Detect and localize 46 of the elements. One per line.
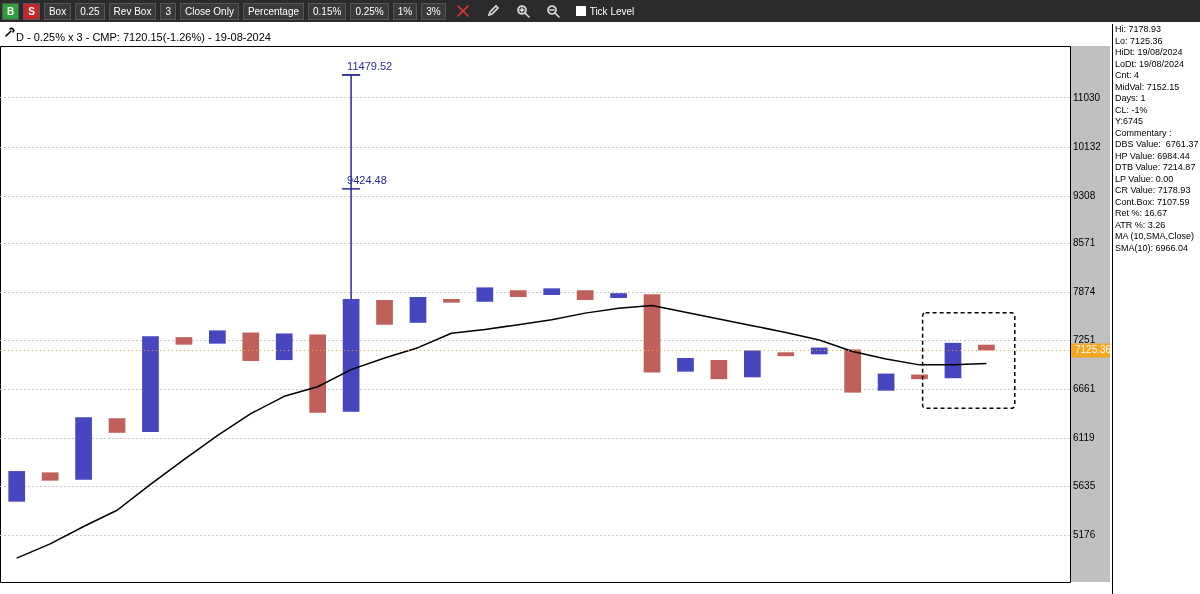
text: 1%	[392, 2, 418, 20]
y-tick-label: 5176	[1073, 528, 1096, 540]
ref-line-label: 7125.36	[1075, 344, 1112, 356]
text: Box	[43, 2, 72, 20]
y-tick-label: 6661	[1073, 383, 1096, 395]
text: HiDt: 19/08/2024	[1115, 47, 1184, 59]
text: Close Only	[179, 2, 239, 20]
text: B	[2, 2, 20, 20]
text: DBS Value: 6761.37	[1115, 139, 1200, 151]
text: Days: 1	[1115, 93, 1147, 105]
text: ATR %: 3.26	[1115, 219, 1167, 231]
text: 3%	[421, 2, 446, 20]
y-tick-label: 8571	[1073, 237, 1096, 249]
text: Ret %: 16.67	[1115, 208, 1169, 220]
text: 3	[160, 2, 176, 20]
y-tick-label: 7874	[1073, 286, 1096, 298]
text: Cnt: 4	[1115, 70, 1140, 82]
y-tick-label: 6119	[1073, 432, 1095, 444]
text: CL: -1%	[1115, 104, 1149, 116]
text: CR Value: 7178.93	[1115, 185, 1192, 197]
text: LoDt: 19/08/2024	[1115, 58, 1186, 70]
text: Rev Box	[108, 2, 157, 20]
annotation: 11479.52	[347, 60, 393, 73]
text: SMA(10): 6966.04	[1115, 242, 1190, 254]
text: S	[23, 2, 40, 20]
text: HP Value: 6984.44	[1115, 150, 1191, 162]
text: Cont.Box: 7107.59	[1115, 196, 1191, 208]
y-tick-label: 10132	[1073, 140, 1102, 152]
text: LP Value: 0.00	[1115, 173, 1175, 185]
y-tick-label: 5635	[1073, 479, 1096, 491]
y-tick-label: 9308	[1073, 189, 1096, 201]
text: Lo: 7125.36	[1115, 35, 1164, 47]
text: 0.25	[75, 2, 105, 20]
text: Hi: 7178.93	[1115, 24, 1163, 36]
text: MidVal: 7152.15	[1115, 81, 1181, 93]
text: Y:6745	[1115, 116, 1145, 128]
text: 0.25%	[350, 2, 389, 20]
text: DTB Value: 7214.87	[1115, 162, 1197, 174]
text: Commentary :	[1115, 127, 1173, 139]
text: 0.15%	[308, 2, 347, 20]
y-tick-label: 7251	[1073, 334, 1096, 346]
y-tick-label: 11030	[1073, 91, 1101, 103]
text: Percentage	[242, 2, 305, 20]
text: Tick Level	[589, 5, 635, 17]
text: MA (10,SMA,Close)	[1115, 231, 1196, 243]
chart-title: D - 0.25% x 3 - CMP: 7120.15(-1.26%) - 19-08-2024	[16, 31, 271, 44]
